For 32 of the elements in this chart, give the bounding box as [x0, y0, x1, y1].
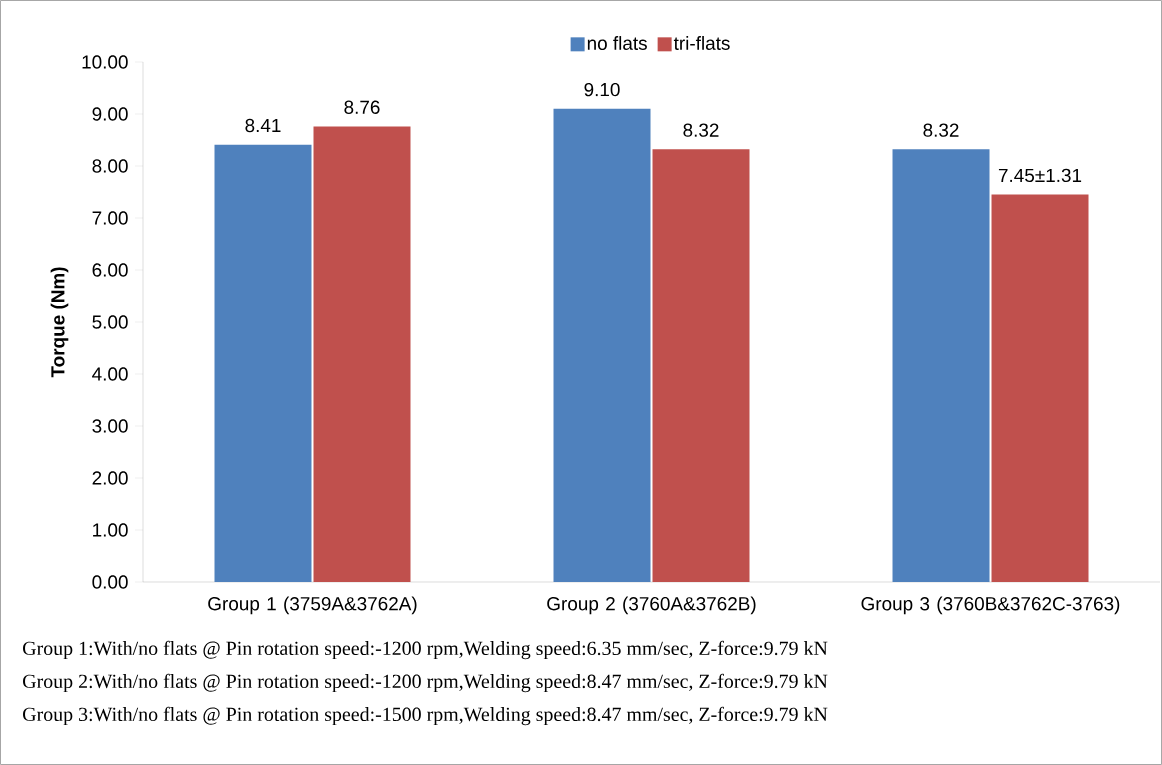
y-axis-title: Torque (Nm): [50, 267, 69, 378]
text: Group 3:With/no flats @ Pin rotation speed:-1500 rpm,Welding speed:8.47 mm/sec, Z-force:9.79 kN: [23, 706, 828, 726]
bar: [892, 149, 990, 582]
y-tick-label: 2.00: [92, 471, 128, 485]
legend-label: tri-flats: [673, 36, 730, 50]
x-tick-label: Group 3 (3760B&3762C-3763): [861, 596, 1120, 615]
text: Group 2:With/no flats @ Pin rotation speed:-1200 rpm,Welding speed:8.47 mm/sec, Z-force:9.79 kN: [23, 673, 828, 693]
bar: [313, 126, 411, 582]
data-label: 8.32: [923, 123, 959, 137]
bar: [553, 108, 651, 582]
x-tick-label: Group 2 (3760A&3762B): [547, 596, 756, 615]
data-label: 8.41: [245, 118, 281, 133]
data-label: 8.32: [683, 123, 719, 137]
data-label: 9.10: [584, 82, 620, 97]
legend-label: no flats: [587, 36, 647, 50]
bar: [214, 144, 312, 582]
y-tick-label: 5.00: [92, 315, 128, 329]
data-label: 8.76: [344, 100, 380, 114]
data-label: 7.45±1.31: [998, 168, 1082, 183]
y-tick-label: 0.00: [92, 575, 128, 589]
y-tick-label: 8.00: [92, 159, 128, 173]
y-tick-label: 3.00: [92, 419, 128, 433]
x-tick-label: Group 1 (3759A&3762A): [208, 596, 417, 615]
bar: [652, 149, 750, 582]
y-tick-label: 7.00: [92, 211, 128, 225]
bar: [991, 194, 1089, 582]
y-tick-label: 1.00: [93, 523, 128, 537]
y-tick-label: 9.00: [92, 107, 128, 121]
y-tick-label: 4.00: [92, 367, 128, 381]
y-tick-label: 6.00: [92, 263, 128, 277]
y-tick-label: 10.00: [82, 55, 128, 69]
text: Group 1:With/no flats @ Pin rotation speed:-1200 rpm,Welding speed:6.35 mm/sec, Z-force:9.79 kN: [23, 640, 828, 660]
